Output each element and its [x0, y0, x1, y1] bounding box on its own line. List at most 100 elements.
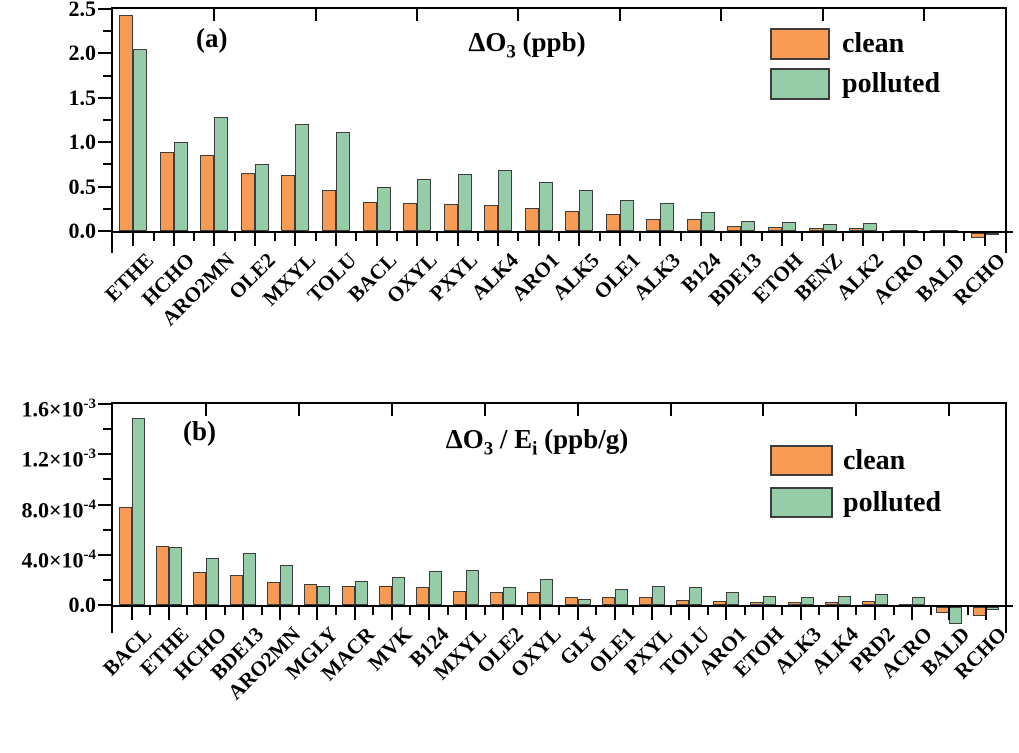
x-tick-minor [152, 233, 155, 241]
bar-polluted-ARO1 [726, 591, 740, 605]
bar-clean-BENZ [808, 228, 823, 231]
bar-clean-MVK [378, 585, 392, 605]
y-tick-major [98, 604, 111, 606]
x-tick-major [502, 607, 505, 620]
x-tick-top-inside [821, 9, 824, 21]
x-tick-major [316, 607, 319, 620]
x-tick-minor [395, 233, 398, 241]
bar-polluted-B124 [700, 212, 715, 231]
x-tick-minor [476, 233, 479, 241]
x-tick-major [688, 607, 691, 620]
x-tick-top-inside [213, 9, 216, 21]
bar-clean-ETOH [768, 226, 782, 231]
bar-polluted-BDE13 [243, 552, 257, 605]
y-tick-minor [103, 478, 111, 481]
x-tick-major [537, 233, 540, 246]
y-tick-major [98, 453, 111, 456]
y-tick-major [98, 553, 111, 556]
bar-clean-ARO2MN [267, 581, 281, 605]
plot-frame-top [111, 402, 1007, 404]
y-tick-minor [103, 428, 111, 431]
legend-label-clean: clean [843, 445, 906, 476]
y-tick-minor [103, 528, 111, 531]
x-tick-major [699, 233, 702, 246]
y-tick-major [98, 503, 111, 506]
x-tick-minor [882, 233, 885, 241]
x-tick-major [294, 233, 297, 246]
bar-clean-MGLY [304, 584, 318, 605]
x-tick-minor [274, 233, 277, 241]
y-tick-major [98, 141, 111, 144]
bar-polluted-OLE1 [619, 199, 634, 231]
x-tick-minor [922, 233, 925, 241]
x-tick-minor [598, 233, 601, 241]
x-tick-minor [260, 607, 263, 615]
bar-polluted-ETHE [133, 48, 148, 231]
x-tick-major [985, 607, 988, 620]
x-tick-major [618, 233, 621, 246]
x-tick-top-inside [204, 404, 207, 416]
chart-a-title: ΔO3 (ppb) [468, 27, 586, 63]
bar-polluted-PXYL [651, 586, 665, 605]
x-tick-minor [335, 607, 337, 615]
y-tick-major [98, 230, 111, 232]
x-tick-minor [409, 607, 412, 615]
plot-frame-left [111, 402, 113, 633]
y-tick-label: 1.5 [68, 84, 97, 110]
x-tick-major [375, 233, 378, 246]
bar-polluted-TOLU [336, 131, 350, 231]
y-tick-label: 0.5 [68, 173, 97, 199]
bar-polluted-MVK [391, 577, 405, 605]
x-tick-minor [558, 607, 560, 615]
panel-label-a: (a) [196, 23, 228, 53]
x-tick-minor [223, 607, 226, 615]
x-tick-minor [669, 607, 672, 615]
bar-polluted-PXYL [457, 174, 472, 231]
bar-polluted-ALK5 [579, 190, 594, 231]
x-tick-top-inside [576, 404, 579, 416]
x-tick-major [465, 607, 468, 620]
x-tick-minor [297, 607, 300, 615]
x-tick-minor [446, 607, 449, 615]
bar-clean-HCHO [159, 151, 174, 231]
x-tick-minor [929, 607, 932, 615]
bar-clean-B124 [686, 219, 701, 231]
x-tick-major [659, 233, 662, 246]
x-tick-major [821, 233, 824, 246]
x-tick-top-inside [669, 404, 672, 416]
bar-polluted-MGLY [317, 586, 331, 605]
x-axis-line [111, 605, 1013, 607]
legend-swatch-clean [770, 445, 833, 476]
x-tick-major [983, 233, 986, 246]
x-tick-major [948, 607, 951, 620]
y-tick-major [98, 185, 111, 188]
bar-clean-B124 [415, 586, 429, 605]
x-tick-major [943, 233, 946, 246]
x-tick-minor [436, 233, 439, 241]
bar-clean-BDE13 [230, 574, 244, 605]
x-tick-minor [517, 233, 520, 241]
x-tick-major [456, 233, 459, 246]
legend-label-polluted: polluted [842, 68, 941, 99]
bar-clean-ARO2MN [200, 154, 215, 231]
bar-polluted-BDE13 [741, 221, 756, 231]
x-tick-top-inside [855, 404, 858, 416]
bar-polluted-BACL [376, 187, 391, 231]
bar-polluted-PRD2 [874, 593, 888, 605]
x-tick-major [497, 233, 500, 246]
x-tick-major [242, 607, 245, 620]
bar-polluted-ALK3 [800, 597, 814, 605]
bar-polluted-RCHO [986, 607, 1000, 610]
x-tick-major [253, 233, 256, 246]
x-tick-major [578, 233, 581, 246]
bar-polluted-ALK4 [837, 595, 851, 605]
bar-clean-RCHO [970, 233, 985, 239]
bar-clean-ARO1 [524, 207, 539, 231]
bar-clean-ALK4 [484, 205, 499, 231]
bar-clean-ALK4 [824, 601, 838, 605]
x-tick-major [539, 607, 542, 620]
y-tick-label: 1.0 [68, 129, 97, 155]
plot-frame-right [1005, 402, 1007, 633]
x-tick-major [911, 607, 914, 620]
